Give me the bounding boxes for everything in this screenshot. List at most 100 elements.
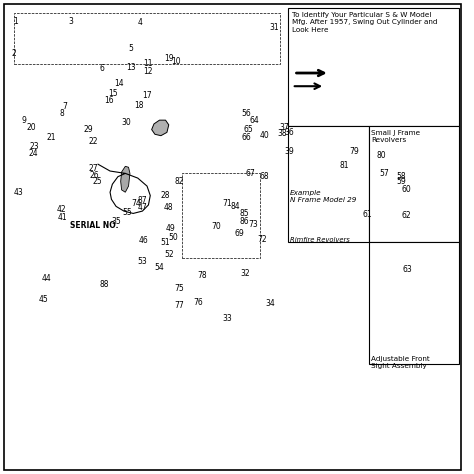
Circle shape [243, 111, 248, 117]
Text: 82: 82 [174, 177, 184, 186]
Polygon shape [403, 133, 409, 145]
Text: 12: 12 [144, 67, 153, 76]
Circle shape [244, 135, 249, 139]
Text: 47: 47 [137, 203, 147, 212]
Text: 76: 76 [193, 298, 203, 307]
Circle shape [43, 210, 50, 218]
Circle shape [114, 93, 118, 97]
Circle shape [369, 258, 381, 271]
Circle shape [129, 67, 135, 73]
Text: 26: 26 [89, 171, 99, 180]
Text: 60: 60 [401, 185, 411, 194]
Text: 79: 79 [349, 147, 359, 156]
Text: 56: 56 [242, 109, 251, 118]
Circle shape [246, 126, 251, 131]
Polygon shape [152, 120, 169, 136]
Polygon shape [295, 63, 353, 68]
Circle shape [261, 27, 276, 41]
Text: 85: 85 [239, 209, 249, 218]
Polygon shape [102, 60, 222, 148]
Text: 87: 87 [137, 196, 147, 205]
Text: 74: 74 [131, 199, 141, 208]
Text: 6: 6 [100, 64, 105, 73]
Circle shape [250, 118, 255, 122]
Circle shape [82, 87, 91, 97]
Polygon shape [232, 213, 239, 219]
Text: 5: 5 [128, 44, 133, 53]
Circle shape [115, 91, 119, 96]
Polygon shape [371, 258, 455, 270]
Circle shape [148, 62, 152, 65]
Text: 69: 69 [235, 229, 245, 238]
Text: 2: 2 [12, 49, 17, 58]
Circle shape [372, 177, 378, 182]
Circle shape [31, 125, 38, 132]
Text: 4: 4 [137, 18, 143, 27]
Polygon shape [190, 82, 256, 118]
Text: 3: 3 [68, 17, 73, 26]
Text: Adjustable Front
Sight Assembly: Adjustable Front Sight Assembly [371, 356, 430, 369]
Circle shape [118, 81, 123, 87]
Polygon shape [5, 241, 59, 294]
Polygon shape [337, 67, 345, 96]
Circle shape [42, 60, 104, 124]
Polygon shape [16, 49, 94, 55]
Circle shape [148, 69, 152, 73]
Text: 19: 19 [164, 55, 173, 64]
Text: 13: 13 [126, 63, 136, 72]
Circle shape [111, 98, 116, 103]
Text: 53: 53 [137, 257, 147, 266]
Text: 55: 55 [122, 208, 132, 217]
Text: 39: 39 [284, 147, 294, 156]
Text: 49: 49 [165, 224, 175, 233]
Text: 58: 58 [397, 172, 406, 181]
Text: 64: 64 [250, 116, 260, 125]
Circle shape [125, 119, 132, 127]
Text: 21: 21 [46, 133, 56, 142]
Circle shape [178, 285, 187, 294]
Text: 71: 71 [222, 199, 232, 208]
Text: 20: 20 [27, 123, 36, 132]
Text: 34: 34 [265, 300, 275, 309]
Text: 18: 18 [135, 100, 144, 109]
Text: 16: 16 [104, 96, 113, 105]
Text: 52: 52 [164, 250, 173, 259]
Polygon shape [100, 274, 109, 299]
Text: 24: 24 [28, 149, 37, 158]
Text: 8: 8 [59, 109, 64, 118]
Polygon shape [259, 233, 267, 243]
Circle shape [223, 198, 233, 208]
Text: 48: 48 [164, 203, 173, 212]
Text: 78: 78 [198, 271, 207, 280]
Circle shape [62, 75, 71, 84]
Polygon shape [375, 172, 404, 190]
Text: 72: 72 [258, 235, 267, 244]
Text: 62: 62 [401, 211, 411, 220]
Circle shape [75, 100, 85, 109]
Circle shape [100, 66, 107, 73]
Text: 15: 15 [109, 89, 118, 98]
Text: 7: 7 [63, 101, 68, 110]
Text: 50: 50 [169, 233, 178, 242]
Text: 35: 35 [111, 218, 121, 227]
Text: 88: 88 [99, 280, 109, 289]
Circle shape [99, 57, 106, 65]
Text: 23: 23 [30, 142, 39, 151]
Circle shape [302, 66, 322, 87]
Polygon shape [242, 171, 258, 182]
Polygon shape [98, 77, 145, 162]
Bar [182, 173, 260, 258]
Circle shape [265, 301, 273, 309]
Text: 67: 67 [245, 169, 255, 178]
Polygon shape [88, 156, 125, 249]
Text: 38: 38 [278, 129, 287, 138]
Circle shape [137, 23, 145, 31]
Text: 31: 31 [269, 23, 279, 32]
Circle shape [109, 99, 113, 103]
Text: 45: 45 [39, 295, 49, 304]
Text: 73: 73 [248, 220, 258, 229]
Bar [369, 242, 459, 364]
Polygon shape [9, 185, 28, 225]
Circle shape [55, 87, 64, 97]
Text: 66: 66 [242, 133, 251, 142]
